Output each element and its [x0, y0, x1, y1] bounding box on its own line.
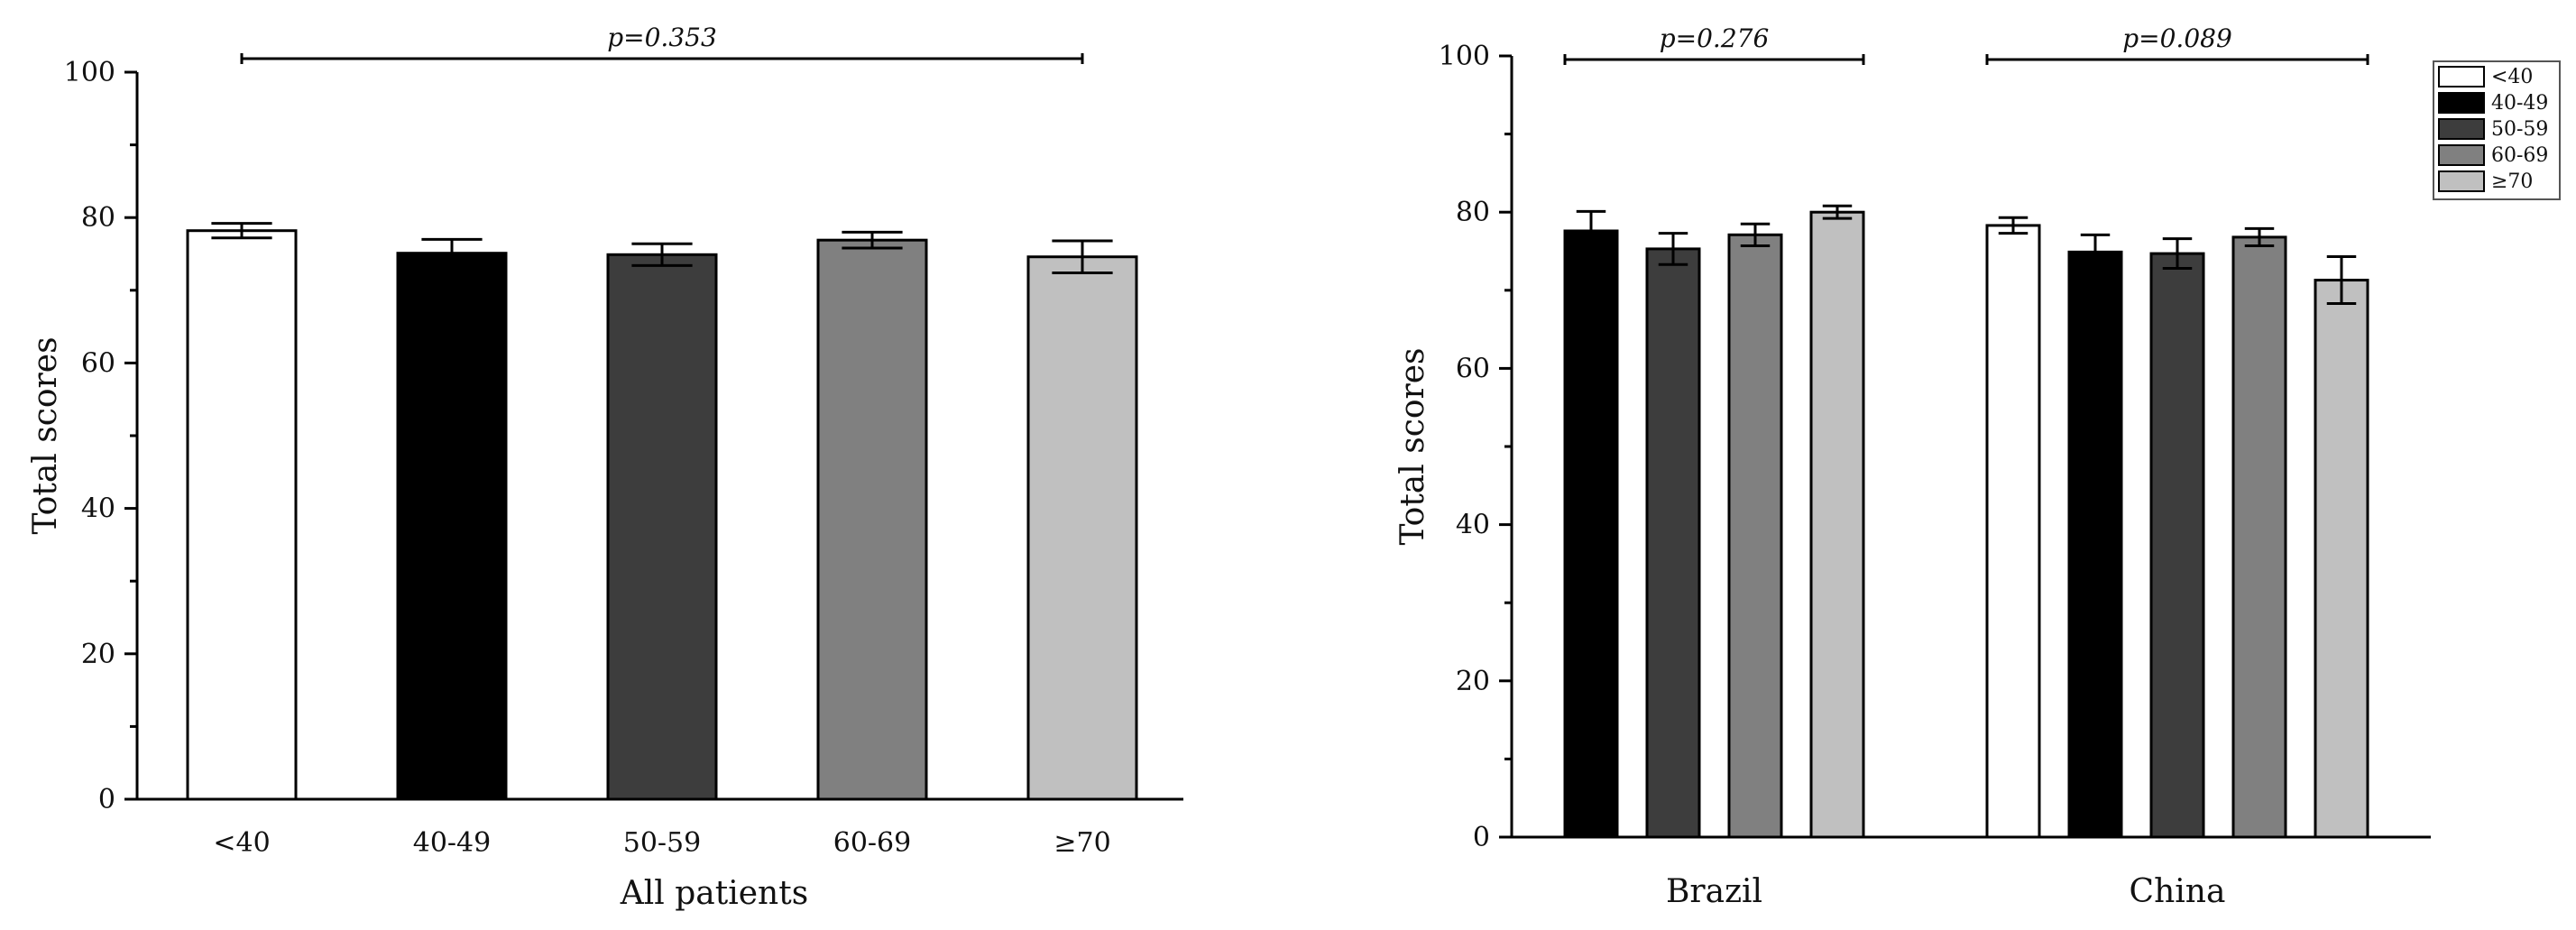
c2-y-axis-title: Total scores — [1394, 347, 1431, 545]
c2-1-1-bar — [2067, 250, 2123, 839]
c2-g1-p-value: p=0.089 — [2122, 23, 2232, 53]
c2-y-tick-label: 40 — [1456, 510, 1490, 541]
c1-y-tick-label: 40 — [81, 493, 115, 525]
c2-legend-label: 40-49 — [2491, 92, 2548, 115]
c2-legend-swatch — [2438, 118, 2485, 140]
c2-0-2-bar — [1645, 247, 1701, 839]
c2-1-0-bar — [1985, 224, 2041, 839]
c1-2-bar — [606, 253, 718, 801]
c2-legend-label: 60-69 — [2491, 144, 2548, 167]
c2-legend-label: ≥70 — [2491, 170, 2533, 193]
c1-0-bar — [186, 229, 298, 801]
c1-x-axis-title: All patients — [620, 875, 808, 912]
c1-x-tick-label: ≥70 — [1053, 827, 1110, 859]
c2-0-1-bar — [1563, 229, 1619, 839]
chart-all-patients: 0 20 40 60 80 100 Total scores <40 40-49 50-59 60-… — [27, 23, 1183, 912]
c2-y-tick-label: 80 — [1456, 197, 1490, 228]
c1-y-tick-label: 60 — [81, 347, 115, 379]
c1-y-tick-label: 80 — [81, 202, 115, 234]
c2-group-label: China — [2130, 873, 2226, 910]
c1-4-bar — [1026, 255, 1138, 801]
c2-group-label: Brazil — [1666, 873, 1762, 910]
c2-1-2-bar — [2149, 252, 2205, 839]
c1-x-tick-label: 50-59 — [623, 827, 701, 859]
c2-legend-label: 50-59 — [2491, 118, 2548, 141]
c2-y-tick-label: 60 — [1456, 353, 1490, 384]
c1-3-bar — [816, 238, 928, 801]
c1-y-axis-title: Total scores — [27, 336, 64, 534]
c2-legend-swatch — [2438, 92, 2485, 114]
c1-x-tick-label: 40-49 — [413, 827, 491, 859]
c2-y-tick-label: 100 — [1439, 41, 1490, 72]
c1-y-tick-label: 0 — [98, 784, 115, 815]
c2-legend-swatch — [2438, 170, 2485, 192]
c1-x-tick-label: <40 — [213, 827, 270, 859]
c2-legend-label: <40 — [2491, 66, 2533, 88]
c2-0-4-bar — [1809, 210, 1865, 839]
c1-x-tick-label: 60-69 — [833, 827, 911, 859]
c2-0-3-bar — [1727, 233, 1783, 839]
chart-by-country: 0 20 40 60 80 100 Total scores Brazil China p=0.2… — [1394, 23, 2561, 910]
c2-legend-swatch — [2438, 144, 2485, 166]
c1-p-value: p=0.353 — [607, 23, 717, 52]
c2-g0-p-value: p=0.276 — [1660, 23, 1770, 53]
c2-1-3-bar — [2231, 235, 2287, 839]
c1-y-tick-label: 20 — [81, 639, 115, 670]
c1-y-tick-label: 100 — [64, 57, 115, 88]
c1-1-bar — [396, 252, 508, 801]
c2-1-4-bar — [2314, 279, 2369, 839]
c2-y-tick-label: 20 — [1456, 666, 1490, 697]
c2-legend-swatch — [2438, 66, 2485, 87]
c2-y-tick-label: 0 — [1473, 822, 1490, 853]
